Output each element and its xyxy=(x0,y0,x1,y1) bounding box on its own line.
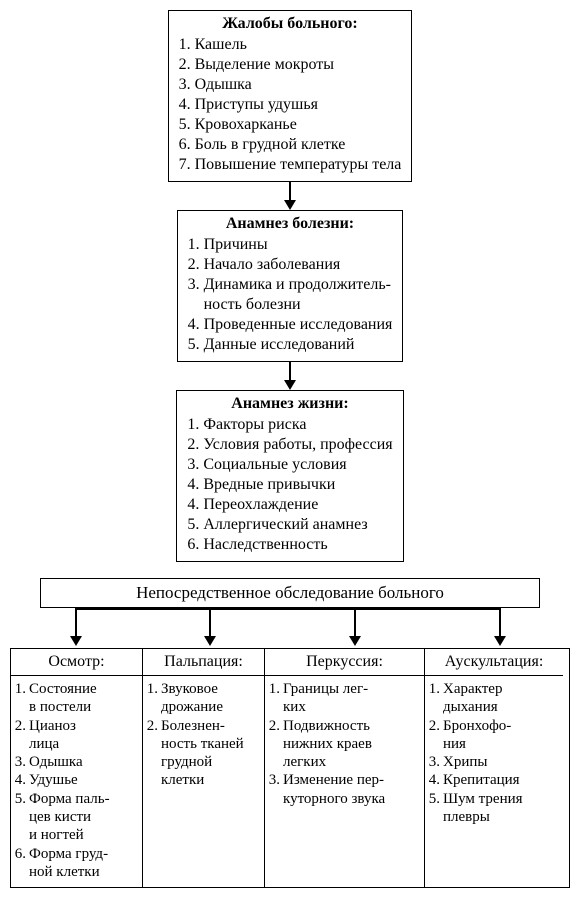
list-item: 6.Форма груд- xyxy=(13,845,138,863)
list-item: нижних краев xyxy=(267,735,420,753)
list-item: 5. Данные исследований xyxy=(188,335,393,355)
list-item: 3. Одышка xyxy=(179,75,402,95)
list-item: легких xyxy=(267,753,420,771)
arrow-icon xyxy=(280,182,300,210)
anamnesis-life-list: 1. Факторы риска2. Условия работы, профе… xyxy=(187,415,392,555)
column-body: 1.Границы лег-ких2.Подвижностьнижних кра… xyxy=(265,676,424,814)
list-item: ких xyxy=(267,698,420,716)
examination-title-box: Непосредственное обследование больного xyxy=(40,578,540,608)
list-item: 1.Звуковое xyxy=(145,680,260,698)
list-item: 3.Изменение пер- xyxy=(267,771,420,789)
complaints-box: Жалобы больного: 1. Кашель2. Выделение м… xyxy=(168,10,413,182)
column-title: Аускультация: xyxy=(425,649,563,676)
list-item: 5.Шум трения xyxy=(427,790,559,808)
list-item: и ногтей xyxy=(13,826,138,844)
list-item: грудной xyxy=(145,753,260,771)
list-item: 4. Приступы удушья xyxy=(179,95,402,115)
list-item: 7. Повышение температуры тела xyxy=(179,155,402,175)
list-item: 4. Проведенные исследования xyxy=(188,315,393,335)
anamnesis-disease-list: 1. Причины2. Начало заболевания3. Динами… xyxy=(188,235,393,355)
list-item: 6. Боль в грудной клетке xyxy=(179,135,402,155)
list-item: 5.Форма паль- xyxy=(13,790,138,808)
anamnesis-disease-title: Анамнез болезни: xyxy=(188,215,393,233)
column-title: Перкуссия: xyxy=(265,649,424,676)
list-item: 2.Болезнен- xyxy=(145,717,260,735)
list-item: дрожание xyxy=(145,698,260,716)
list-item: 2.Цианоз xyxy=(13,717,138,735)
column-title: Пальпация: xyxy=(143,649,264,676)
exam-column: Пальпация:1.Звуковоедрожание2.Болезнен-н… xyxy=(143,649,265,887)
complaints-title: Жалобы больного: xyxy=(179,15,402,33)
list-item: 2. Условия работы, профессия xyxy=(187,435,392,455)
examination-columns: Осмотр:1.Состояниев постели2.Цианозлица3… xyxy=(10,648,570,888)
list-item: 1. Факторы риска xyxy=(187,415,392,435)
list-item: 5. Аллергический анамнез xyxy=(187,515,392,535)
top-flow: Жалобы больного: 1. Кашель2. Выделение м… xyxy=(10,10,570,562)
anamnesis-disease-box: Анамнез болезни: 1. Причины2. Начало заб… xyxy=(177,210,404,362)
anamnesis-life-title: Анамнез жизни: xyxy=(187,395,392,413)
column-body: 1.Состояниев постели2.Цианозлица3.Одышка… xyxy=(11,676,142,887)
column-title: Осмотр: xyxy=(11,649,142,676)
column-body: 1.Звуковоедрожание2.Болезнен-ность ткане… xyxy=(143,676,264,796)
list-item: куторного звука xyxy=(267,790,420,808)
list-item: 2.Подвижность xyxy=(267,717,420,735)
list-item: клетки xyxy=(145,771,260,789)
list-item: 4. Переохлаждение xyxy=(187,495,392,515)
column-body: 1.Характердыхания2.Бронхофо-ния3.Хрипы4.… xyxy=(425,676,563,832)
list-item: 6. Наследственность xyxy=(187,535,392,555)
arrow-icon xyxy=(280,362,300,390)
list-item: 1.Границы лег- xyxy=(267,680,420,698)
exam-column: Аускультация:1.Характердыхания2.Бронхофо… xyxy=(425,649,563,887)
list-item: лица xyxy=(13,735,138,753)
list-item: ность тканей xyxy=(145,735,260,753)
list-item: 3.Одышка xyxy=(13,753,138,771)
list-item: 3. Динамика и продолжитель- xyxy=(188,275,393,295)
list-item: 3. Социальные условия xyxy=(187,455,392,475)
list-item: 1.Характер xyxy=(427,680,559,698)
list-item: ной клетки xyxy=(13,863,138,881)
list-item: в постели xyxy=(13,698,138,716)
list-item: дыхания xyxy=(427,698,559,716)
list-item: ность болезни xyxy=(188,295,393,315)
list-item: 4. Вредные привычки xyxy=(187,475,392,495)
list-item: 2. Начало заболевания xyxy=(188,255,393,275)
list-item: 2.Бронхофо- xyxy=(427,717,559,735)
list-item: 3.Хрипы xyxy=(427,753,559,771)
list-item: 1.Состояние xyxy=(13,680,138,698)
list-item: ния xyxy=(427,735,559,753)
exam-column: Перкуссия:1.Границы лег-ких2.Подвижность… xyxy=(265,649,425,887)
list-item: 2. Выделение мокроты xyxy=(179,55,402,75)
list-item: 4.Удушье xyxy=(13,771,138,789)
branch-arrows-icon xyxy=(10,608,570,648)
list-item: 1. Причины xyxy=(188,235,393,255)
list-item: плевры xyxy=(427,808,559,826)
anamnesis-life-box: Анамнез жизни: 1. Факторы риска2. Услови… xyxy=(176,390,403,562)
list-item: цев кисти xyxy=(13,808,138,826)
exam-column: Осмотр:1.Состояниев постели2.Цианозлица3… xyxy=(11,649,143,887)
list-item: 5. Кровохарканье xyxy=(179,115,402,135)
list-item: 4.Крепитация xyxy=(427,771,559,789)
list-item: 1. Кашель xyxy=(179,35,402,55)
complaints-list: 1. Кашель2. Выделение мокроты3. Одышка4.… xyxy=(179,35,402,175)
